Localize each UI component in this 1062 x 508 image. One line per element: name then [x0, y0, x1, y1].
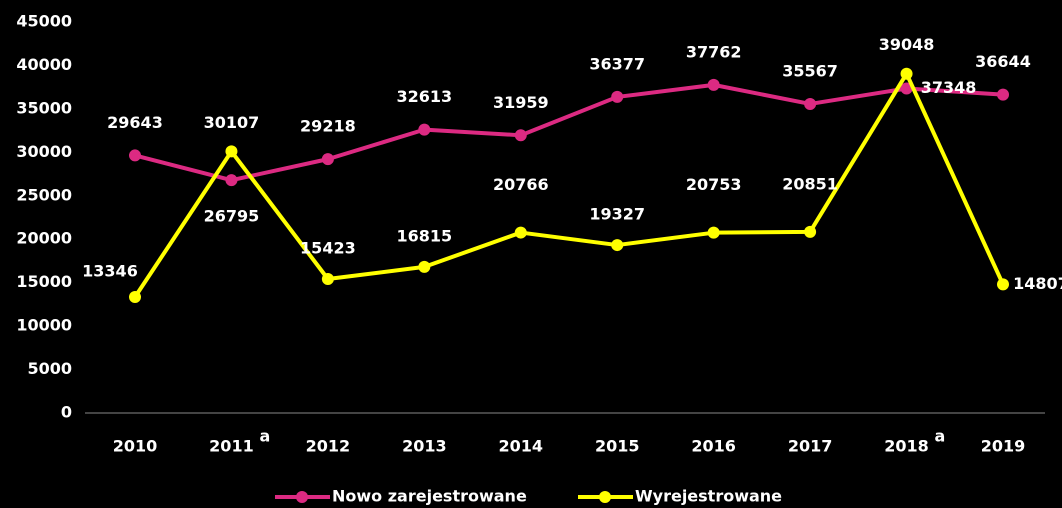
data-point — [900, 82, 913, 95]
x-tick-label: 2019 — [981, 437, 1026, 456]
data-label: 31959 — [493, 93, 549, 112]
data-label: 20753 — [686, 175, 742, 194]
data-label: 35567 — [782, 61, 838, 80]
data-point — [129, 291, 141, 304]
data-label: 20766 — [493, 175, 549, 194]
x-tick-label: 2015 — [595, 437, 640, 456]
y-tick-label: 0 — [61, 403, 72, 422]
data-point — [129, 149, 141, 162]
legend-marker — [599, 491, 611, 503]
y-tick-label: 35000 — [16, 98, 72, 117]
footnote-mark: a — [259, 427, 270, 446]
y-tick-label: 45000 — [16, 12, 72, 31]
x-tick-label: 2012 — [306, 437, 351, 456]
data-label: 36377 — [589, 54, 645, 73]
data-point — [611, 90, 624, 103]
data-label: 14807 — [1013, 274, 1062, 293]
data-point — [514, 129, 527, 142]
legend-label: Nowo zarejestrowane — [332, 487, 527, 506]
data-point — [804, 97, 817, 110]
data-point — [900, 67, 913, 80]
x-tick-label: 2016 — [691, 437, 736, 456]
data-label: 29218 — [300, 117, 356, 136]
data-label: 26795 — [204, 207, 260, 226]
data-label: 37762 — [686, 42, 742, 61]
y-tick-label: 15000 — [16, 272, 72, 291]
data-label: 30107 — [204, 113, 260, 132]
x-tick-label: 2013 — [402, 437, 447, 456]
data-label: 16815 — [396, 226, 452, 245]
legend-label: Wyrejestrowane — [635, 487, 782, 506]
data-point — [321, 153, 334, 166]
data-label: 29643 — [107, 113, 163, 132]
data-point — [514, 226, 527, 239]
data-point — [611, 239, 624, 252]
data-point — [418, 123, 431, 136]
y-tick-label: 40000 — [16, 55, 72, 74]
series-line — [133, 71, 1005, 299]
data-label: 13346 — [82, 262, 138, 281]
data-label: 37348 — [921, 78, 977, 97]
x-tick-label: 2014 — [499, 437, 544, 456]
y-tick-label: 30000 — [16, 142, 72, 161]
y-tick-label: 25000 — [16, 185, 72, 204]
y-tick-label: 10000 — [16, 316, 72, 335]
data-label: 36644 — [975, 52, 1031, 71]
data-label: 39048 — [879, 35, 935, 54]
data-point — [997, 278, 1009, 291]
y-tick-label: 20000 — [16, 229, 72, 248]
y-tick-label: 5000 — [27, 359, 72, 378]
data-point — [707, 78, 720, 91]
data-point — [707, 226, 720, 239]
data-point — [225, 174, 238, 187]
data-point — [418, 260, 431, 273]
data-label: 32613 — [396, 87, 452, 106]
data-point — [997, 88, 1009, 101]
x-tick-label: 2010 — [113, 437, 158, 456]
data-label: 19327 — [589, 205, 645, 224]
data-point — [225, 145, 238, 158]
data-point — [321, 272, 334, 285]
data-point — [804, 225, 817, 238]
x-tick-label: 2011 — [209, 437, 254, 456]
footnote-mark: a — [935, 427, 946, 446]
series-line — [134, 82, 1004, 183]
legend-marker — [296, 491, 308, 503]
x-tick-label: 2017 — [788, 437, 833, 456]
data-label: 20851 — [782, 174, 838, 193]
data-label: 15423 — [300, 238, 356, 257]
x-tick-label: 2018 — [884, 437, 929, 456]
